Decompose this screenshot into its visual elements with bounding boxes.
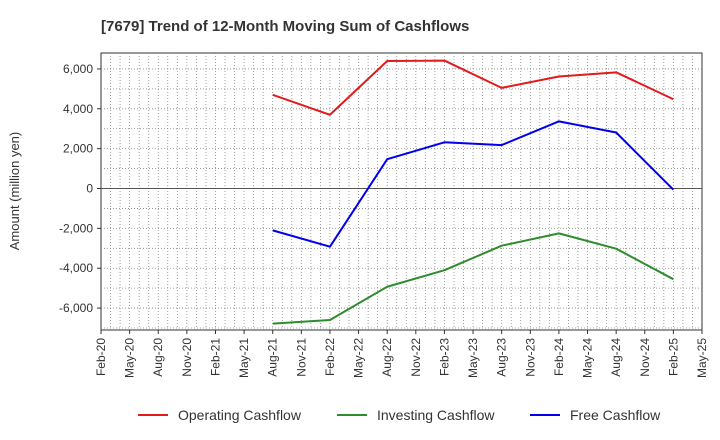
x-tick-label: Aug-22: [380, 338, 394, 377]
legend-label: Investing Cashflow: [377, 407, 495, 423]
x-tick-label: Nov-21: [294, 338, 308, 377]
x-tick-label: May-22: [352, 338, 366, 378]
plot-area: [100, 52, 703, 331]
x-tick-label: May-25: [695, 338, 709, 378]
y-tick-label: 4,000: [63, 102, 93, 116]
x-tick-label: May-21: [237, 338, 251, 378]
chart-title: [7679] Trend of 12-Month Moving Sum of C…: [101, 18, 469, 35]
x-tick-label: Feb-25: [666, 338, 680, 376]
x-tick-label: Nov-22: [409, 338, 423, 377]
x-tick-label: Aug-23: [495, 338, 509, 377]
y-tick-label: 6,000: [63, 62, 93, 76]
x-tick-label: Aug-20: [151, 338, 165, 377]
x-tick-label: May-20: [123, 338, 137, 378]
series-lines: [272, 59, 675, 325]
x-tick-label: Feb-21: [208, 338, 222, 376]
x-tick-label: May-24: [581, 338, 595, 378]
x-tick-label: Feb-22: [323, 338, 337, 376]
x-tick-label: May-23: [466, 338, 480, 378]
legend: Operating Cashflow Investing Cashflow Free…: [138, 407, 661, 423]
legend-label: Operating Cashflow: [178, 407, 302, 423]
series-line-investing-cashflow: [272, 232, 674, 325]
x-tick-label: Feb-20: [94, 338, 108, 376]
series-line-operating-cashflow: [272, 59, 674, 116]
x-tick-label: Feb-23: [437, 338, 451, 376]
y-tick-label: -2,000: [59, 221, 93, 235]
grid: [101, 53, 702, 330]
x-axis-ticks: Feb-20 May-20 Aug-20 Nov-20 Feb-21 May-21 Aug-…: [94, 330, 709, 378]
x-tick-label: Aug-24: [609, 338, 623, 377]
x-tick-label: Aug-21: [266, 338, 280, 377]
x-tick-label: Nov-20: [180, 338, 194, 377]
y-tick-label: -6,000: [59, 301, 93, 315]
x-tick-label: Nov-24: [638, 338, 652, 377]
y-axis-ticks: -6,000 -4,000 -2,000 0 2,000 4,000 6,000: [59, 62, 101, 315]
y-axis-label: Amount (million yen): [7, 132, 22, 251]
y-tick-label: 0: [86, 182, 93, 196]
series-line-free-cashflow: [272, 120, 675, 248]
x-tick-label: Feb-24: [552, 338, 566, 376]
y-tick-label: -4,000: [59, 261, 93, 275]
legend-label: Free Cashflow: [570, 407, 661, 423]
x-tick-label: Nov-23: [523, 338, 537, 377]
y-tick-label: 2,000: [63, 142, 93, 156]
